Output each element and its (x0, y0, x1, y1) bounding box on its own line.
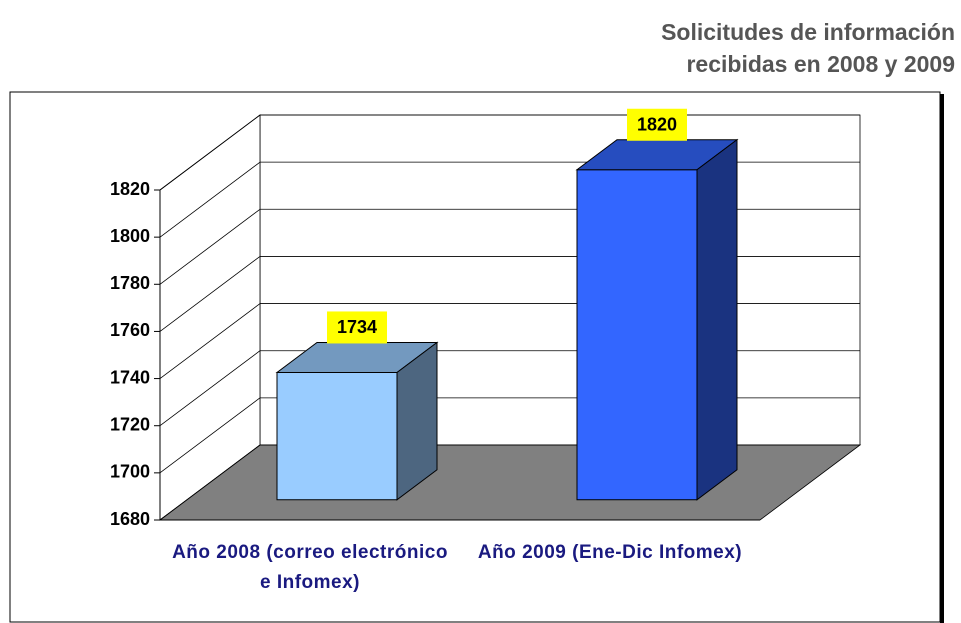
chart-title: recibidas en 2008 y 2009 (686, 51, 955, 77)
value-label: 1820 (637, 115, 677, 135)
floor (158, 444, 862, 521)
grid-line (159, 208, 261, 285)
y-tick-label: 1800 (110, 226, 150, 246)
y-tick-label: 1740 (110, 367, 150, 387)
grid-line (159, 350, 261, 427)
value-label: 1734 (337, 317, 377, 337)
grid-line (159, 161, 261, 238)
y-tick-label: 1680 (110, 509, 150, 529)
x-tick-label: Año 2009 (Ene-Dic Infomex) (477, 542, 743, 563)
grid-line (159, 114, 261, 191)
grid-line (159, 303, 261, 379)
y-tick-label: 1820 (110, 179, 150, 199)
bar-side (396, 341, 438, 501)
value-label-box (327, 311, 387, 344)
chart-title: Solicitudes de información (661, 19, 955, 45)
y-tick-label: 1760 (110, 320, 150, 340)
y-tick-label: 1720 (110, 414, 150, 434)
x-tick-label: Año 2008 (correo electrónico e Infomex) (172, 542, 448, 593)
bar-side (696, 138, 738, 501)
y-tick-label: 1700 (110, 462, 150, 482)
grid-line (159, 256, 261, 332)
value-label-box (627, 108, 687, 141)
grid-line (159, 444, 261, 521)
bar (276, 371, 398, 501)
bar (576, 169, 698, 501)
grid-line (159, 397, 261, 474)
y-tick-label: 1780 (110, 273, 150, 293)
